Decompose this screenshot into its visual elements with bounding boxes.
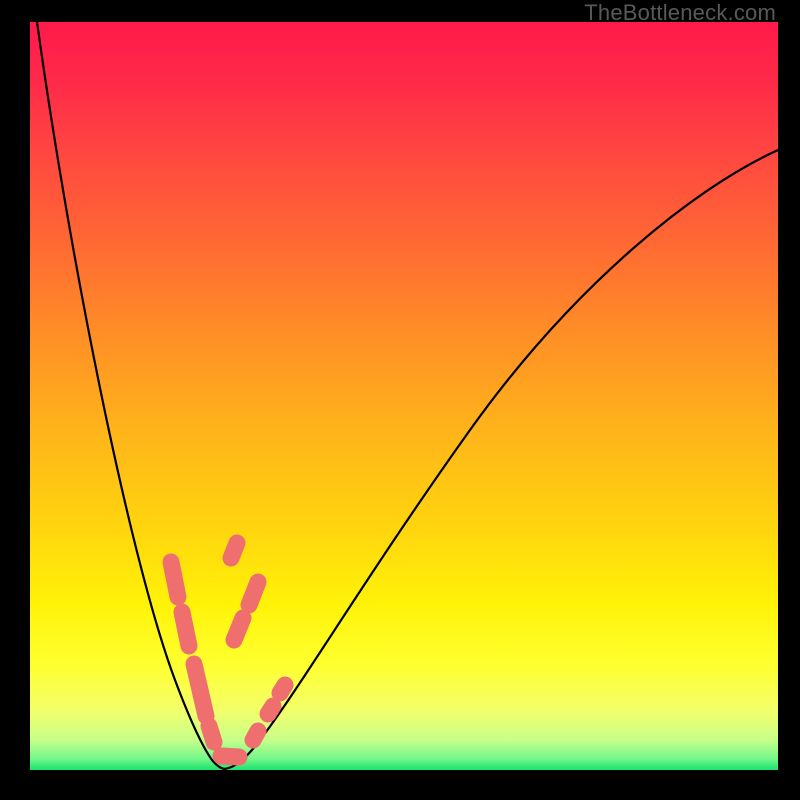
chart-svg bbox=[0, 0, 800, 800]
highlight-marker bbox=[221, 756, 239, 757]
highlight-marker bbox=[249, 582, 258, 605]
highlight-marker bbox=[182, 612, 189, 646]
highlight-marker bbox=[268, 706, 273, 714]
highlight-marker bbox=[209, 726, 214, 742]
watermark-text: TheBottleneck.com bbox=[584, 0, 776, 26]
border-bottom bbox=[0, 770, 800, 800]
border-right bbox=[778, 0, 800, 800]
highlight-marker bbox=[234, 618, 243, 640]
highlight-marker bbox=[231, 543, 237, 558]
highlight-marker bbox=[194, 664, 206, 716]
chart-frame: TheBottleneck.com bbox=[0, 0, 800, 800]
highlight-marker bbox=[280, 685, 285, 693]
bottleneck-curve bbox=[224, 150, 778, 769]
highlight-marker bbox=[253, 731, 258, 740]
highlight-marker bbox=[171, 562, 178, 597]
border-left bbox=[0, 0, 30, 800]
